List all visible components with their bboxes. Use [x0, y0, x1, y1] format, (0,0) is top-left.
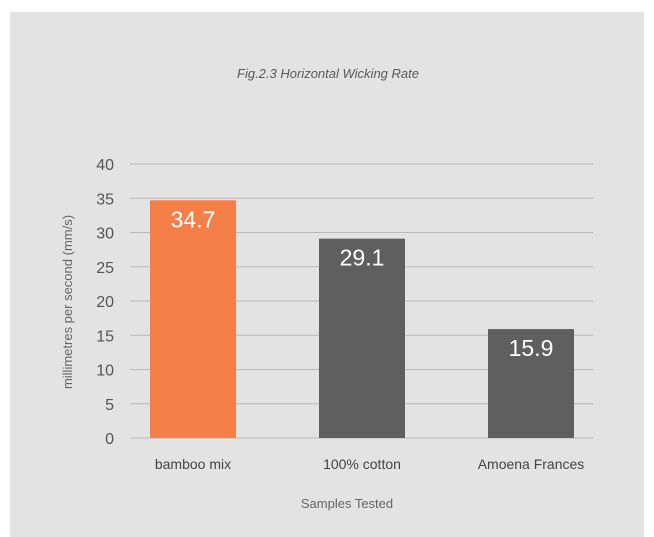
bar-value-labels: 34.7 29.1 15.9	[171, 206, 554, 361]
y-tick-label: 15	[96, 328, 114, 345]
category-label: bamboo mix	[155, 456, 231, 472]
y-tick-label: 40	[96, 157, 114, 174]
y-tick-label: 10	[96, 363, 114, 380]
x-axis-title: Samples Tested	[301, 496, 393, 511]
y-axis-title: millimetres per second (mm/s)	[60, 215, 75, 389]
bar-100-cotton	[319, 238, 405, 438]
x-axis-categories: bamboo mix 100% cotton Amoena Frances	[155, 456, 584, 472]
category-label: Amoena Frances	[478, 456, 585, 472]
chart-title: Fig.2.3 Horizontal Wicking Rate	[237, 66, 419, 81]
category-label: 100% cotton	[323, 456, 401, 472]
y-tick-label: 30	[96, 226, 114, 243]
bar-value-label: 34.7	[171, 206, 216, 232]
y-tick-label: 20	[96, 294, 114, 311]
y-axis-ticks: 0 5 10 15 20 25 30 35 40	[96, 157, 114, 448]
y-tick-label: 0	[105, 431, 114, 448]
bars	[150, 200, 574, 438]
bar-value-label: 15.9	[509, 335, 554, 361]
bar-bamboo-mix	[150, 200, 236, 438]
y-tick-label: 25	[96, 260, 114, 277]
y-tick-label: 5	[105, 397, 114, 414]
y-tick-label: 35	[96, 191, 114, 208]
bar-value-label: 29.1	[340, 245, 385, 271]
bar-amoena-frances	[488, 329, 574, 438]
